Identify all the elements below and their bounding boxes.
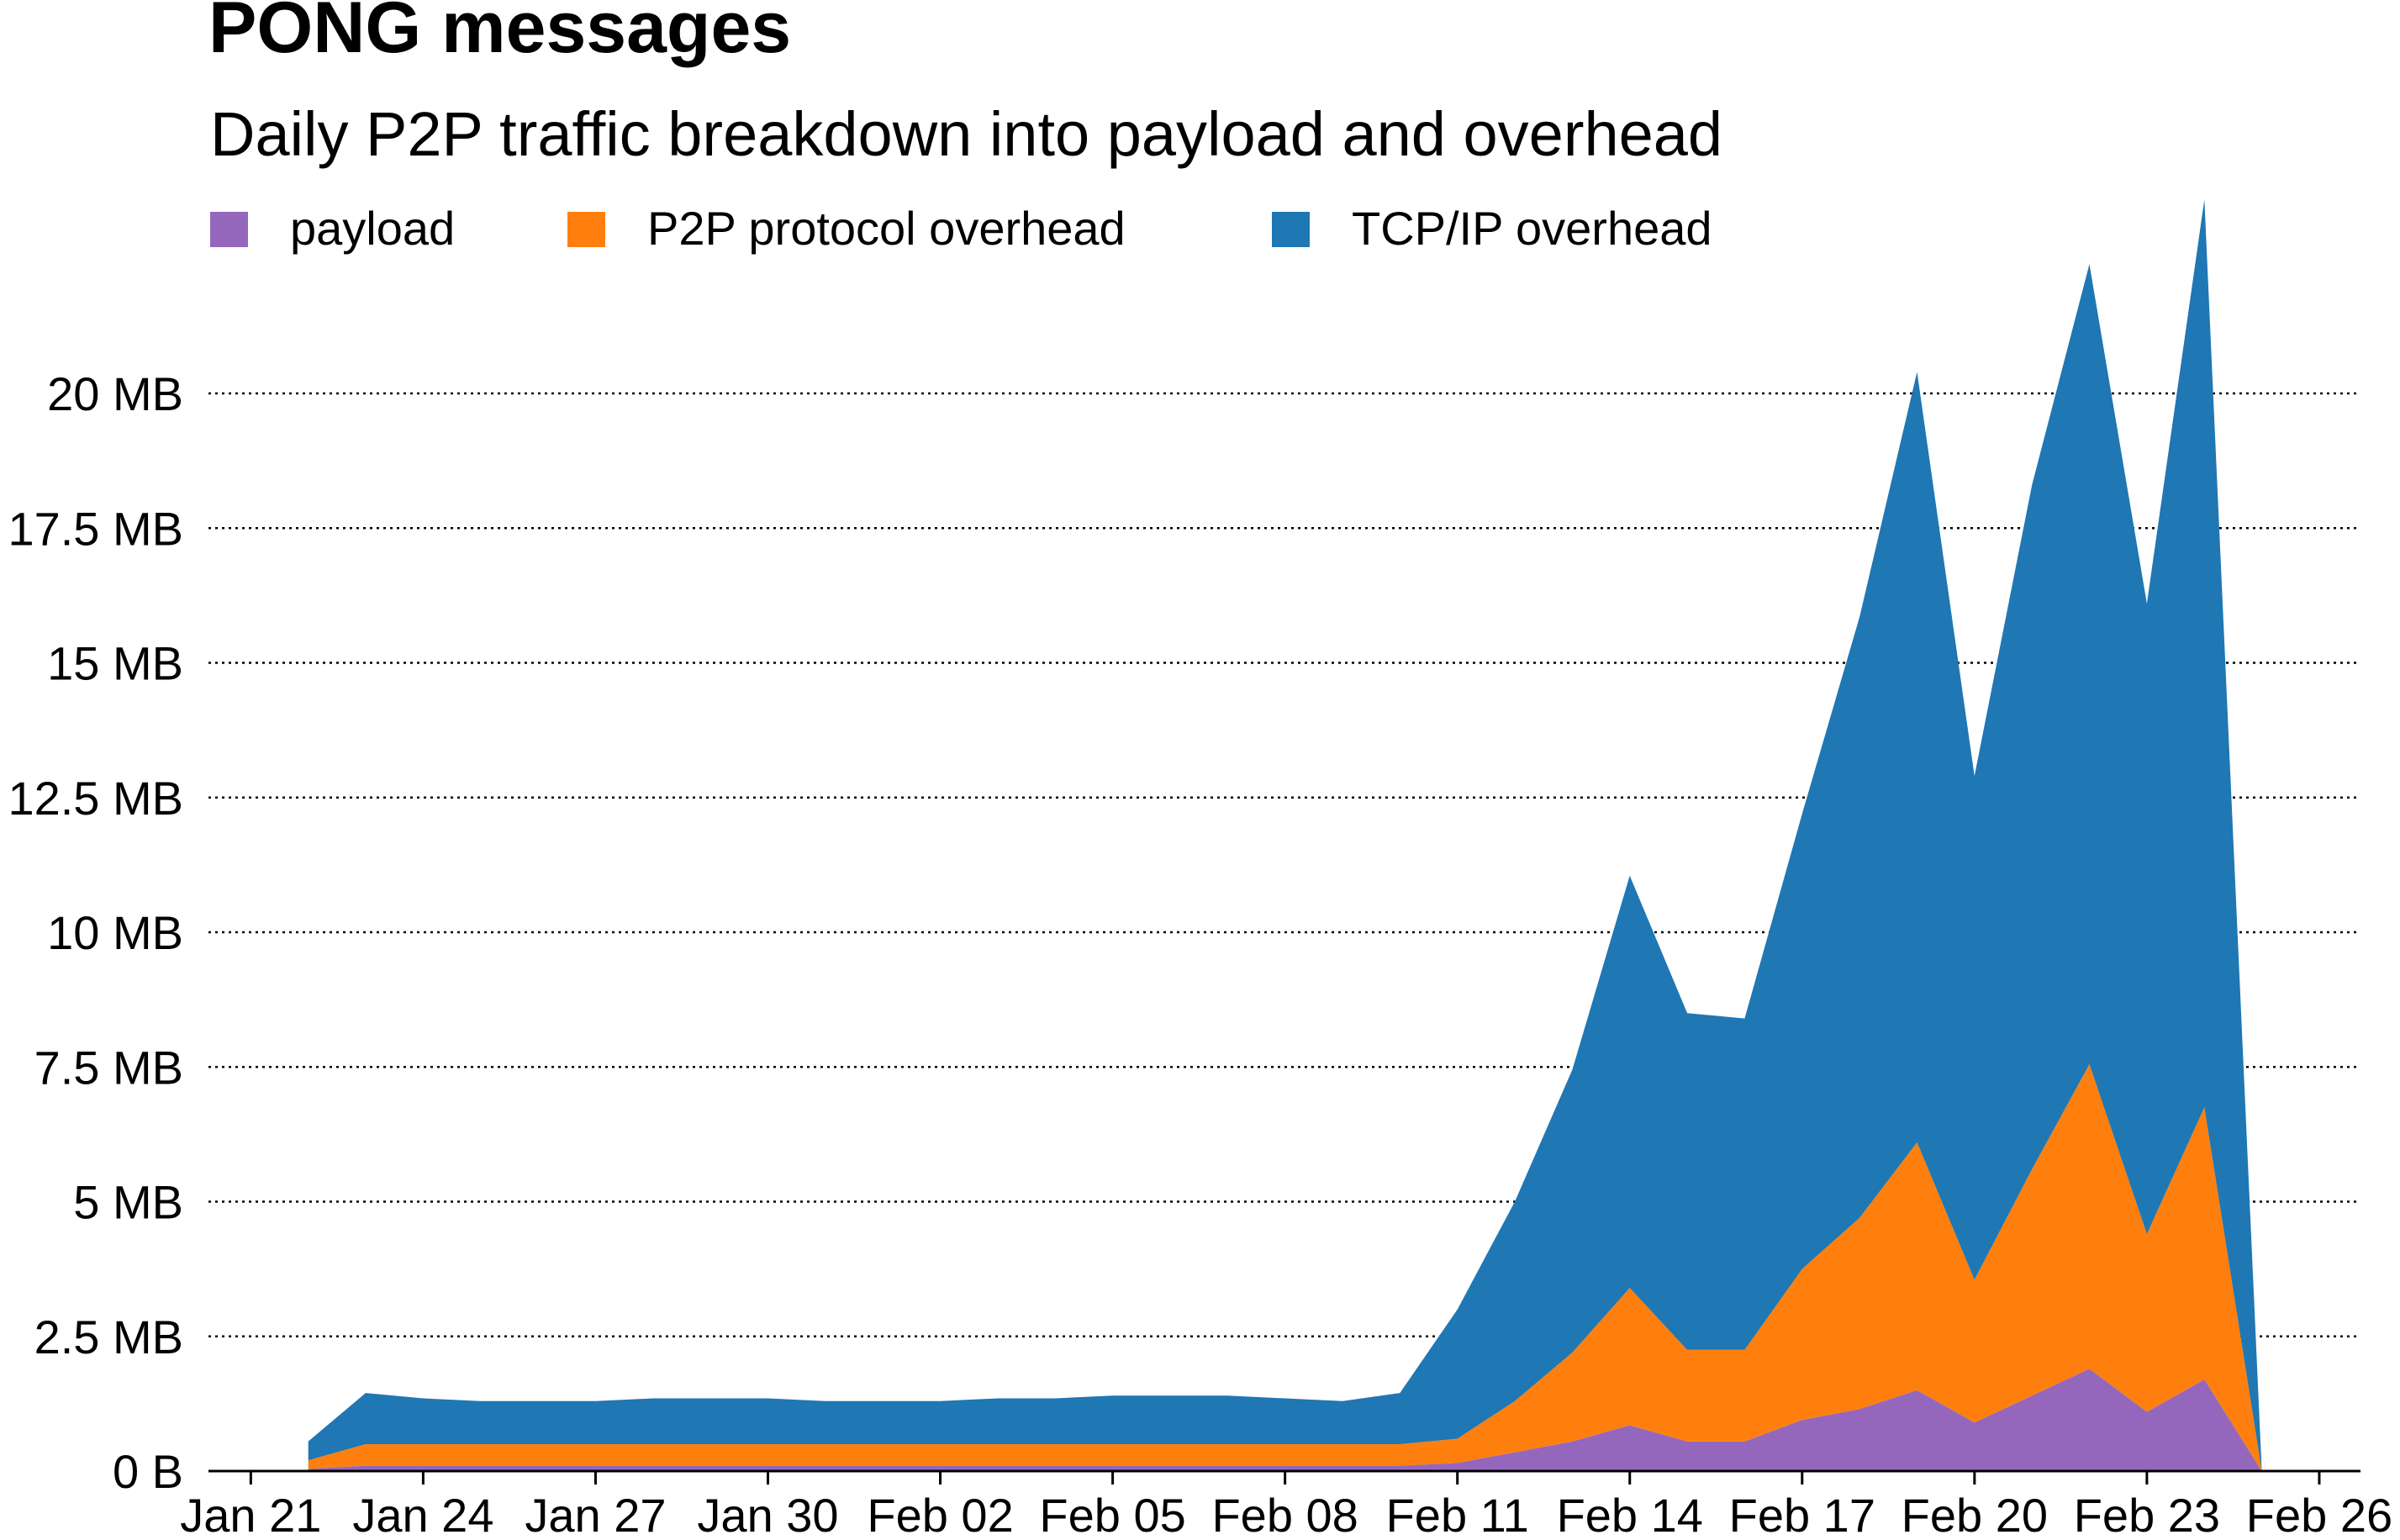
y-tick-label: 10 MB <box>47 906 183 959</box>
y-tick-label: 15 MB <box>47 637 183 690</box>
x-tick-label: Feb 11 <box>1386 1489 1529 1540</box>
gridlines <box>208 392 2360 1337</box>
x-tick-label: Feb 23 <box>2074 1489 2220 1540</box>
legend-swatch <box>567 212 605 247</box>
x-tick-label: Feb 02 <box>867 1489 1013 1540</box>
legend: payload P2P protocol overhead TCP/IP overh… <box>210 202 1712 255</box>
x-tick-label: Jan 21 <box>180 1489 321 1540</box>
legend-label: P2P protocol overhead <box>647 202 1126 255</box>
x-tick-label: Feb 08 <box>1211 1489 1358 1540</box>
x-tick-label: Feb 05 <box>1039 1489 1185 1540</box>
y-tick-label: 7.5 MB <box>34 1041 183 1094</box>
x-tick-label: Jan 27 <box>525 1489 666 1540</box>
x-tick-label: Feb 14 <box>1557 1489 1703 1540</box>
area-payload <box>308 1369 2262 1471</box>
chart-title: PONG messages <box>208 0 791 68</box>
legend-swatch <box>210 212 248 247</box>
area-series <box>308 199 2262 1472</box>
y-tick-label: 17.5 MB <box>8 502 183 555</box>
y-tick-label: 20 MB <box>47 367 183 420</box>
chart-subtitle: Daily P2P traffic breakdown into payload… <box>210 99 1722 169</box>
y-tick-label: 0 B <box>113 1445 183 1498</box>
area-p2p-protocol-overhead <box>308 1064 2262 1471</box>
y-tick-label: 5 MB <box>73 1176 183 1229</box>
area-tcp-ip-overhead <box>308 199 2262 1472</box>
legend-label: payload <box>290 202 455 255</box>
x-tick-label: Jan 30 <box>697 1489 838 1540</box>
y-axis: 0 B 2.5 MB 5 MB 7.5 MB 10 MB 12.5 MB 15 MB 17.5… <box>8 367 183 1498</box>
y-tick-label: 2.5 MB <box>34 1311 183 1363</box>
legend-label: TCP/IP overhead <box>1352 202 1712 255</box>
x-tick-label: Feb 17 <box>1729 1489 1875 1540</box>
x-tick-label: Feb 26 <box>2246 1489 2392 1540</box>
x-tick-label: Jan 24 <box>352 1489 493 1540</box>
y-tick-label: 12.5 MB <box>8 772 183 825</box>
legend-swatch <box>1272 212 1310 247</box>
x-tick-label: Feb 20 <box>1902 1489 2048 1540</box>
x-axis: Jan 21 Jan 24 Jan 27 Jan 30 Feb 02 Feb 05 Feb … <box>180 1469 2392 1540</box>
